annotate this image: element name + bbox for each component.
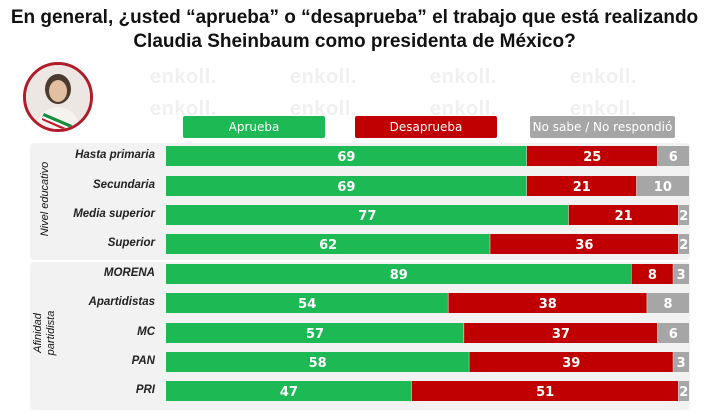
bar-desaprueba-apartidistas <box>448 293 647 313</box>
data-label: 51 <box>536 385 554 400</box>
bar-desaprueba-pri <box>411 381 679 401</box>
data-label: 6 <box>669 327 678 342</box>
bar-no-sabe-no-respondi-apartidistas <box>647 293 689 313</box>
watermark: enkoll. <box>290 66 357 88</box>
bar-desaprueba-secundaria <box>526 176 637 196</box>
portrait-icon <box>26 65 90 129</box>
bar-desaprueba-morena <box>631 264 673 284</box>
category-label: MORENA <box>103 267 155 279</box>
data-label: 62 <box>319 238 337 253</box>
watermark: enkoll. <box>290 98 357 120</box>
bar-aprueba-mc <box>166 323 464 343</box>
category-label: Apartidistas <box>88 296 155 308</box>
bar-aprueba-hasta-primaria <box>166 146 527 166</box>
data-label: 57 <box>306 327 324 342</box>
category-label: MC <box>137 326 155 338</box>
data-label: 2 <box>679 238 688 253</box>
bar-aprueba-apartidistas <box>166 293 448 313</box>
bar-desaprueba-mc <box>464 323 658 343</box>
bar-desaprueba-pan <box>469 352 673 372</box>
president-photo <box>23 62 93 132</box>
bar-no-sabe-no-respondi-hasta-primaria <box>657 146 689 166</box>
bar-desaprueba-superior <box>490 234 679 254</box>
data-label: 58 <box>309 356 327 371</box>
data-label: 69 <box>337 180 355 195</box>
category-label: PRI <box>135 384 155 396</box>
data-label: 2 <box>679 209 688 224</box>
legend-desaprueba: Desaprueba <box>355 116 497 138</box>
data-label: 10 <box>654 180 672 195</box>
bar-no-sabe-no-respondi-superior <box>678 234 689 254</box>
category-label: Superior <box>107 237 155 249</box>
bar-desaprueba-hasta-primaria <box>526 146 658 166</box>
bar-aprueba-media-superior <box>166 205 569 225</box>
data-label: 54 <box>298 297 316 312</box>
data-label: 77 <box>358 209 376 224</box>
data-label: 39 <box>562 356 580 371</box>
bar-desaprueba-media-superior <box>568 205 679 225</box>
data-label: 3 <box>677 268 686 283</box>
legend-no-sabe: No sabe / No respondió <box>530 116 675 138</box>
bar-aprueba-pri <box>166 381 412 401</box>
data-label: 21 <box>615 209 633 224</box>
category-label: Media superior <box>73 208 155 220</box>
category-label: Secundaria <box>93 179 155 191</box>
bar-aprueba-morena <box>166 264 631 284</box>
data-label: 3 <box>677 356 686 371</box>
data-label: 37 <box>552 327 570 342</box>
bar-aprueba-superior <box>166 234 490 254</box>
category-label: Hasta primaria <box>75 149 155 161</box>
watermark: enkoll. <box>150 66 217 88</box>
data-label: 89 <box>390 268 408 283</box>
bar-no-sabe-no-respondi-secundaria <box>636 176 689 196</box>
data-label: 38 <box>539 297 557 312</box>
data-label: 47 <box>280 385 298 400</box>
data-label: 8 <box>664 297 673 312</box>
watermark: enkoll. <box>570 66 637 88</box>
legend-aprueba: Aprueba <box>183 116 325 138</box>
data-label: 8 <box>648 268 657 283</box>
data-label: 2 <box>679 385 688 400</box>
title-line-1: En general, ¿usted “aprueba” o “desaprue… <box>10 7 699 28</box>
data-label: 36 <box>575 238 593 253</box>
bar-aprueba-pan <box>166 352 469 372</box>
title-line-2: Claudia Sheinbaum como presidenta de Méx… <box>133 31 576 52</box>
bar-no-sabe-no-respondi-morena <box>673 264 689 284</box>
data-label: 25 <box>583 150 601 165</box>
bar-no-sabe-no-respondi-pri <box>678 381 689 401</box>
watermark: enkoll. <box>570 98 637 120</box>
watermark: enkoll. <box>430 98 497 120</box>
chart-title: En general, ¿usted “aprueba” o “desaprue… <box>0 6 709 54</box>
category-label: PAN <box>131 355 155 367</box>
watermark: enkoll. <box>150 98 217 120</box>
bar-no-sabe-no-respondi-media-superior <box>678 205 689 225</box>
data-label: 21 <box>573 180 591 195</box>
data-label: 69 <box>337 150 355 165</box>
bar-no-sabe-no-respondi-pan <box>673 352 689 372</box>
watermark: enkoll. <box>430 66 497 88</box>
bar-aprueba-secundaria <box>166 176 527 196</box>
bar-no-sabe-no-respondi-mc <box>657 323 689 343</box>
data-label: 6 <box>669 150 678 165</box>
